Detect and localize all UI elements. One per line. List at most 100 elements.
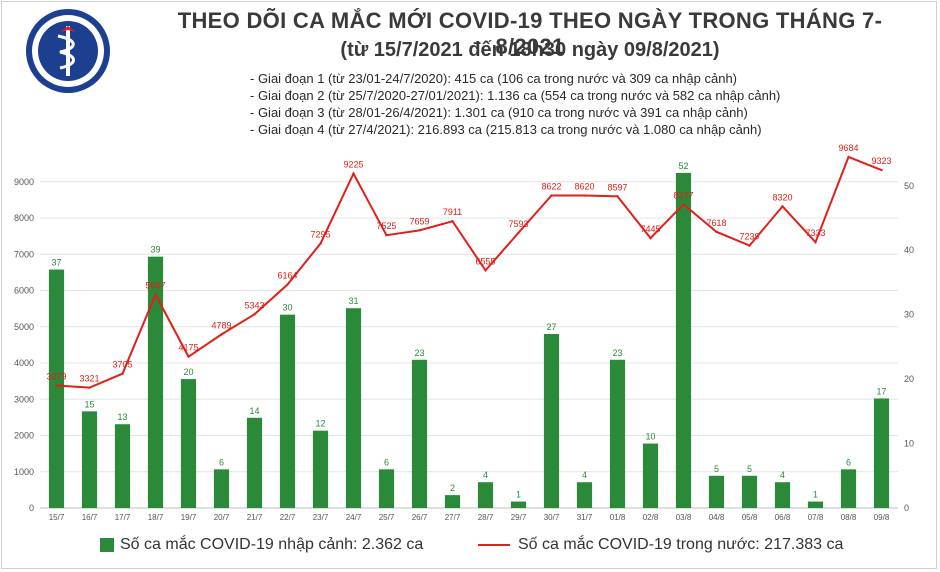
bar <box>840 469 857 508</box>
phase-4-text: - Giai đoạn 4 (từ 27/4/2021): 216.893 ca… <box>250 122 762 137</box>
x-tick-label: 19/7 <box>181 513 197 522</box>
line-data-label: 4175 <box>178 343 198 353</box>
x-tick-label: 20/7 <box>214 513 230 522</box>
y-left-tick-label: 5000 <box>14 322 34 332</box>
y-left-tick-label: 3000 <box>14 394 34 404</box>
bar <box>642 443 659 508</box>
x-tick-label: 03/8 <box>676 513 692 522</box>
bar <box>675 172 692 508</box>
line-point <box>649 236 652 240</box>
line-series <box>56 155 882 389</box>
line-point <box>715 230 718 234</box>
line-data-label: 7659 <box>409 216 429 226</box>
bar <box>345 308 362 508</box>
x-tick-label: 05/8 <box>742 513 758 522</box>
y-left-tick-label: 7000 <box>14 249 34 259</box>
bar <box>279 314 296 508</box>
bar-data-label: 20 <box>183 367 193 377</box>
y-right-tick-label: 40 <box>904 245 914 255</box>
line-data-label: 7911 <box>443 207 462 217</box>
phase-1-text: - Giai đoạn 1 (từ 23/01-24/7/2020): 415 … <box>250 71 738 86</box>
bar <box>246 417 263 508</box>
line-point <box>616 195 619 198</box>
x-tick-label: 01/8 <box>610 513 626 522</box>
line-data-label: 7618 <box>706 218 726 228</box>
phase-summary: - Giai đoạn 1 (từ 23/01-24/7/2020): 415 … <box>250 70 910 138</box>
x-tick-label: 02/8 <box>643 513 659 522</box>
bar-data-label: 1 <box>813 490 818 500</box>
x-tick-label: 09/8 <box>874 513 890 522</box>
bar-data-label: 10 <box>645 432 655 442</box>
bar-data-label: 5 <box>747 464 752 474</box>
line-data-label: 9225 <box>343 160 363 170</box>
bar <box>543 334 560 508</box>
x-tick-label: 30/7 <box>544 513 560 522</box>
line-point <box>286 283 289 286</box>
x-tick-label: 17/7 <box>115 513 131 522</box>
line-data-label: 7333 <box>805 228 825 238</box>
x-tick-label: 08/8 <box>841 513 857 522</box>
bar-data-label: 23 <box>612 348 622 358</box>
phase-3-text: - Giai đoạn 3 (từ 28/01-26/4/2021): 1.30… <box>250 105 748 120</box>
line-data-label: 8597 <box>607 182 627 192</box>
line-data-label: 7445 <box>640 224 660 234</box>
bar-data-label: 1 <box>516 490 521 500</box>
bar-data-label: 27 <box>546 322 556 332</box>
bar <box>510 501 527 508</box>
line-point <box>319 242 322 245</box>
line-data-label: 6164 <box>277 271 297 281</box>
legend-bar-swatch <box>100 538 114 552</box>
line-point <box>418 229 421 232</box>
bar-data-label: 12 <box>315 419 325 429</box>
line-data-label: 3379 <box>46 372 66 382</box>
ministry-logo <box>26 9 110 93</box>
legend-domestic: Số ca mắc COVID-19 trong nước: 217.383 c… <box>478 536 843 554</box>
y-right-tick-label: 30 <box>904 310 914 320</box>
x-tick-label: 06/8 <box>775 513 791 522</box>
bar <box>48 269 65 508</box>
bar-data-label: 15 <box>84 399 94 409</box>
line-data-label: 5887 <box>145 281 165 291</box>
line-data-label: 8377 <box>673 190 693 200</box>
bar <box>213 469 230 508</box>
line-data-label: 7295 <box>310 230 330 240</box>
line-point <box>748 244 751 247</box>
bar-data-label: 4 <box>780 470 785 480</box>
y-right-tick-label: 10 <box>904 439 914 449</box>
line-point <box>484 269 487 272</box>
legend-bar-label: Số ca mắc COVID-19 nhập cảnh: 2.362 ca <box>120 536 424 553</box>
line-data-label: 3705 <box>112 360 132 370</box>
x-tick-label: 18/7 <box>148 513 164 522</box>
x-tick-label: 23/7 <box>313 513 329 522</box>
line-data-label: 3321 <box>79 374 99 384</box>
line-data-label: 7593 <box>508 219 528 229</box>
x-tick-label: 27/7 <box>445 513 461 522</box>
line-data-label: 7239 <box>739 232 759 242</box>
bar-data-label: 5 <box>714 464 719 474</box>
bar <box>741 475 758 508</box>
bar-data-label: 6 <box>219 457 224 467</box>
x-tick-label: 24/7 <box>346 513 362 522</box>
x-tick-label: 28/7 <box>478 513 494 522</box>
line-point <box>451 220 454 223</box>
line-data-label: 7525 <box>376 221 396 231</box>
line-point <box>847 155 850 159</box>
line-point <box>781 205 784 208</box>
x-tick-label: 25/7 <box>379 513 395 522</box>
bar <box>444 495 461 508</box>
legend-line-label: Số ca mắc COVID-19 trong nước: 217.383 c… <box>518 536 844 553</box>
bar <box>477 482 494 508</box>
bar-data-label: 4 <box>483 470 488 480</box>
x-tick-label: 22/7 <box>280 513 296 522</box>
bar-data-label: 30 <box>282 303 292 313</box>
y-left-tick-label: 4000 <box>14 358 34 368</box>
line-point <box>550 194 553 197</box>
y-left-tick-label: 1000 <box>14 467 34 477</box>
bar <box>807 501 824 508</box>
y-right-tick-label: 0 <box>904 503 909 513</box>
line-point <box>121 372 124 375</box>
line-point <box>187 355 190 358</box>
bar-data-label: 13 <box>117 412 127 422</box>
legend-imported: Số ca mắc COVID-19 nhập cảnh: 2.362 ca <box>100 536 423 554</box>
